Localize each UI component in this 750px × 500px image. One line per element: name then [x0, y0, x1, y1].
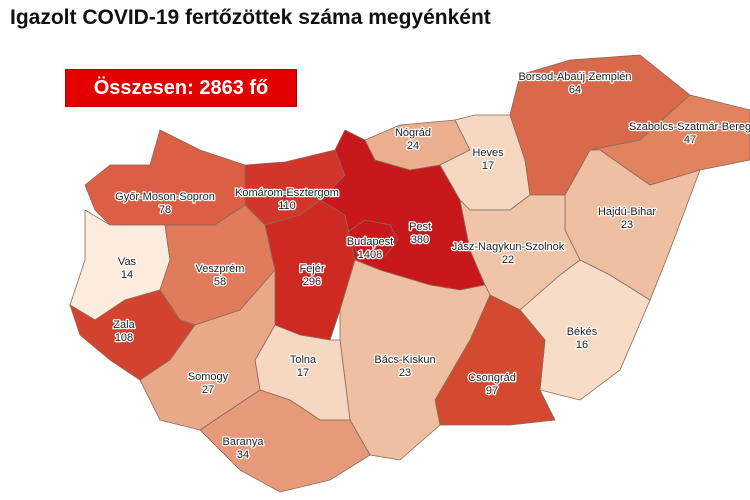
county-value-label: 24 [407, 140, 419, 152]
county-name-label: Szabolcs-Szatmár-Bereg [629, 121, 750, 133]
county-value-label: 14 [121, 269, 133, 281]
county-name-label: Komárom-Esztergom [235, 187, 339, 199]
county-value-label: 47 [684, 134, 696, 146]
county-value-label: 108 [115, 332, 133, 344]
county-value-label: 1408 [358, 249, 382, 261]
county-name-label: Heves [472, 147, 504, 159]
county-value-label: 23 [399, 367, 411, 379]
map-title: Igazolt COVID-19 fertőzöttek száma megyé… [10, 6, 491, 29]
county-baranya [199, 389, 371, 493]
county-value-label: 110 [278, 200, 296, 212]
county-name-label: Győr-Moson-Sopron [115, 191, 215, 203]
county-value-label: 34 [237, 449, 249, 461]
county-name-label: Jász-Nagykun-Szolnok [452, 241, 565, 253]
county-name-label: Csongrád [468, 372, 516, 384]
county-value-label: 22 [502, 254, 514, 266]
county-value-label: 58 [214, 276, 226, 288]
total-cases-badge: Összesen: 2863 fő [66, 70, 296, 106]
county-value-label: 64 [569, 84, 581, 96]
county-value-label: 23 [621, 219, 633, 231]
county-name-label: Borsod-Abaúj-Zemplén [518, 71, 631, 83]
county-value-label: 78 [159, 204, 171, 216]
county-name-label: Pest [409, 221, 431, 233]
county-value-label: 296 [303, 276, 321, 288]
county-name-label: Bács-Kiskun [374, 354, 435, 366]
county-name-label: Vas [118, 256, 137, 268]
county-name-label: Veszprém [196, 263, 245, 275]
county-name-label: Somogy [188, 371, 229, 383]
county-value-label: 380 [411, 234, 429, 246]
county-name-label: Nógrád [395, 127, 431, 139]
county-name-label: Fejér [299, 263, 324, 275]
county-value-label: 27 [202, 384, 214, 396]
county-value-label: 16 [576, 339, 588, 351]
county-budapest [347, 219, 399, 257]
county-value-label: 17 [482, 160, 494, 172]
county-name-label: Békés [567, 326, 598, 338]
county-bekes [519, 259, 651, 401]
county-value-label: 97 [486, 385, 498, 397]
county-name-label: Hajdú-Bihar [598, 206, 656, 218]
county-name-label: Tolna [290, 354, 317, 366]
county-name-label: Budapest [347, 236, 393, 248]
county-name-label: Zala [113, 319, 135, 331]
county-value-label: 17 [297, 367, 309, 379]
county-name-label: Baranya [223, 436, 265, 448]
